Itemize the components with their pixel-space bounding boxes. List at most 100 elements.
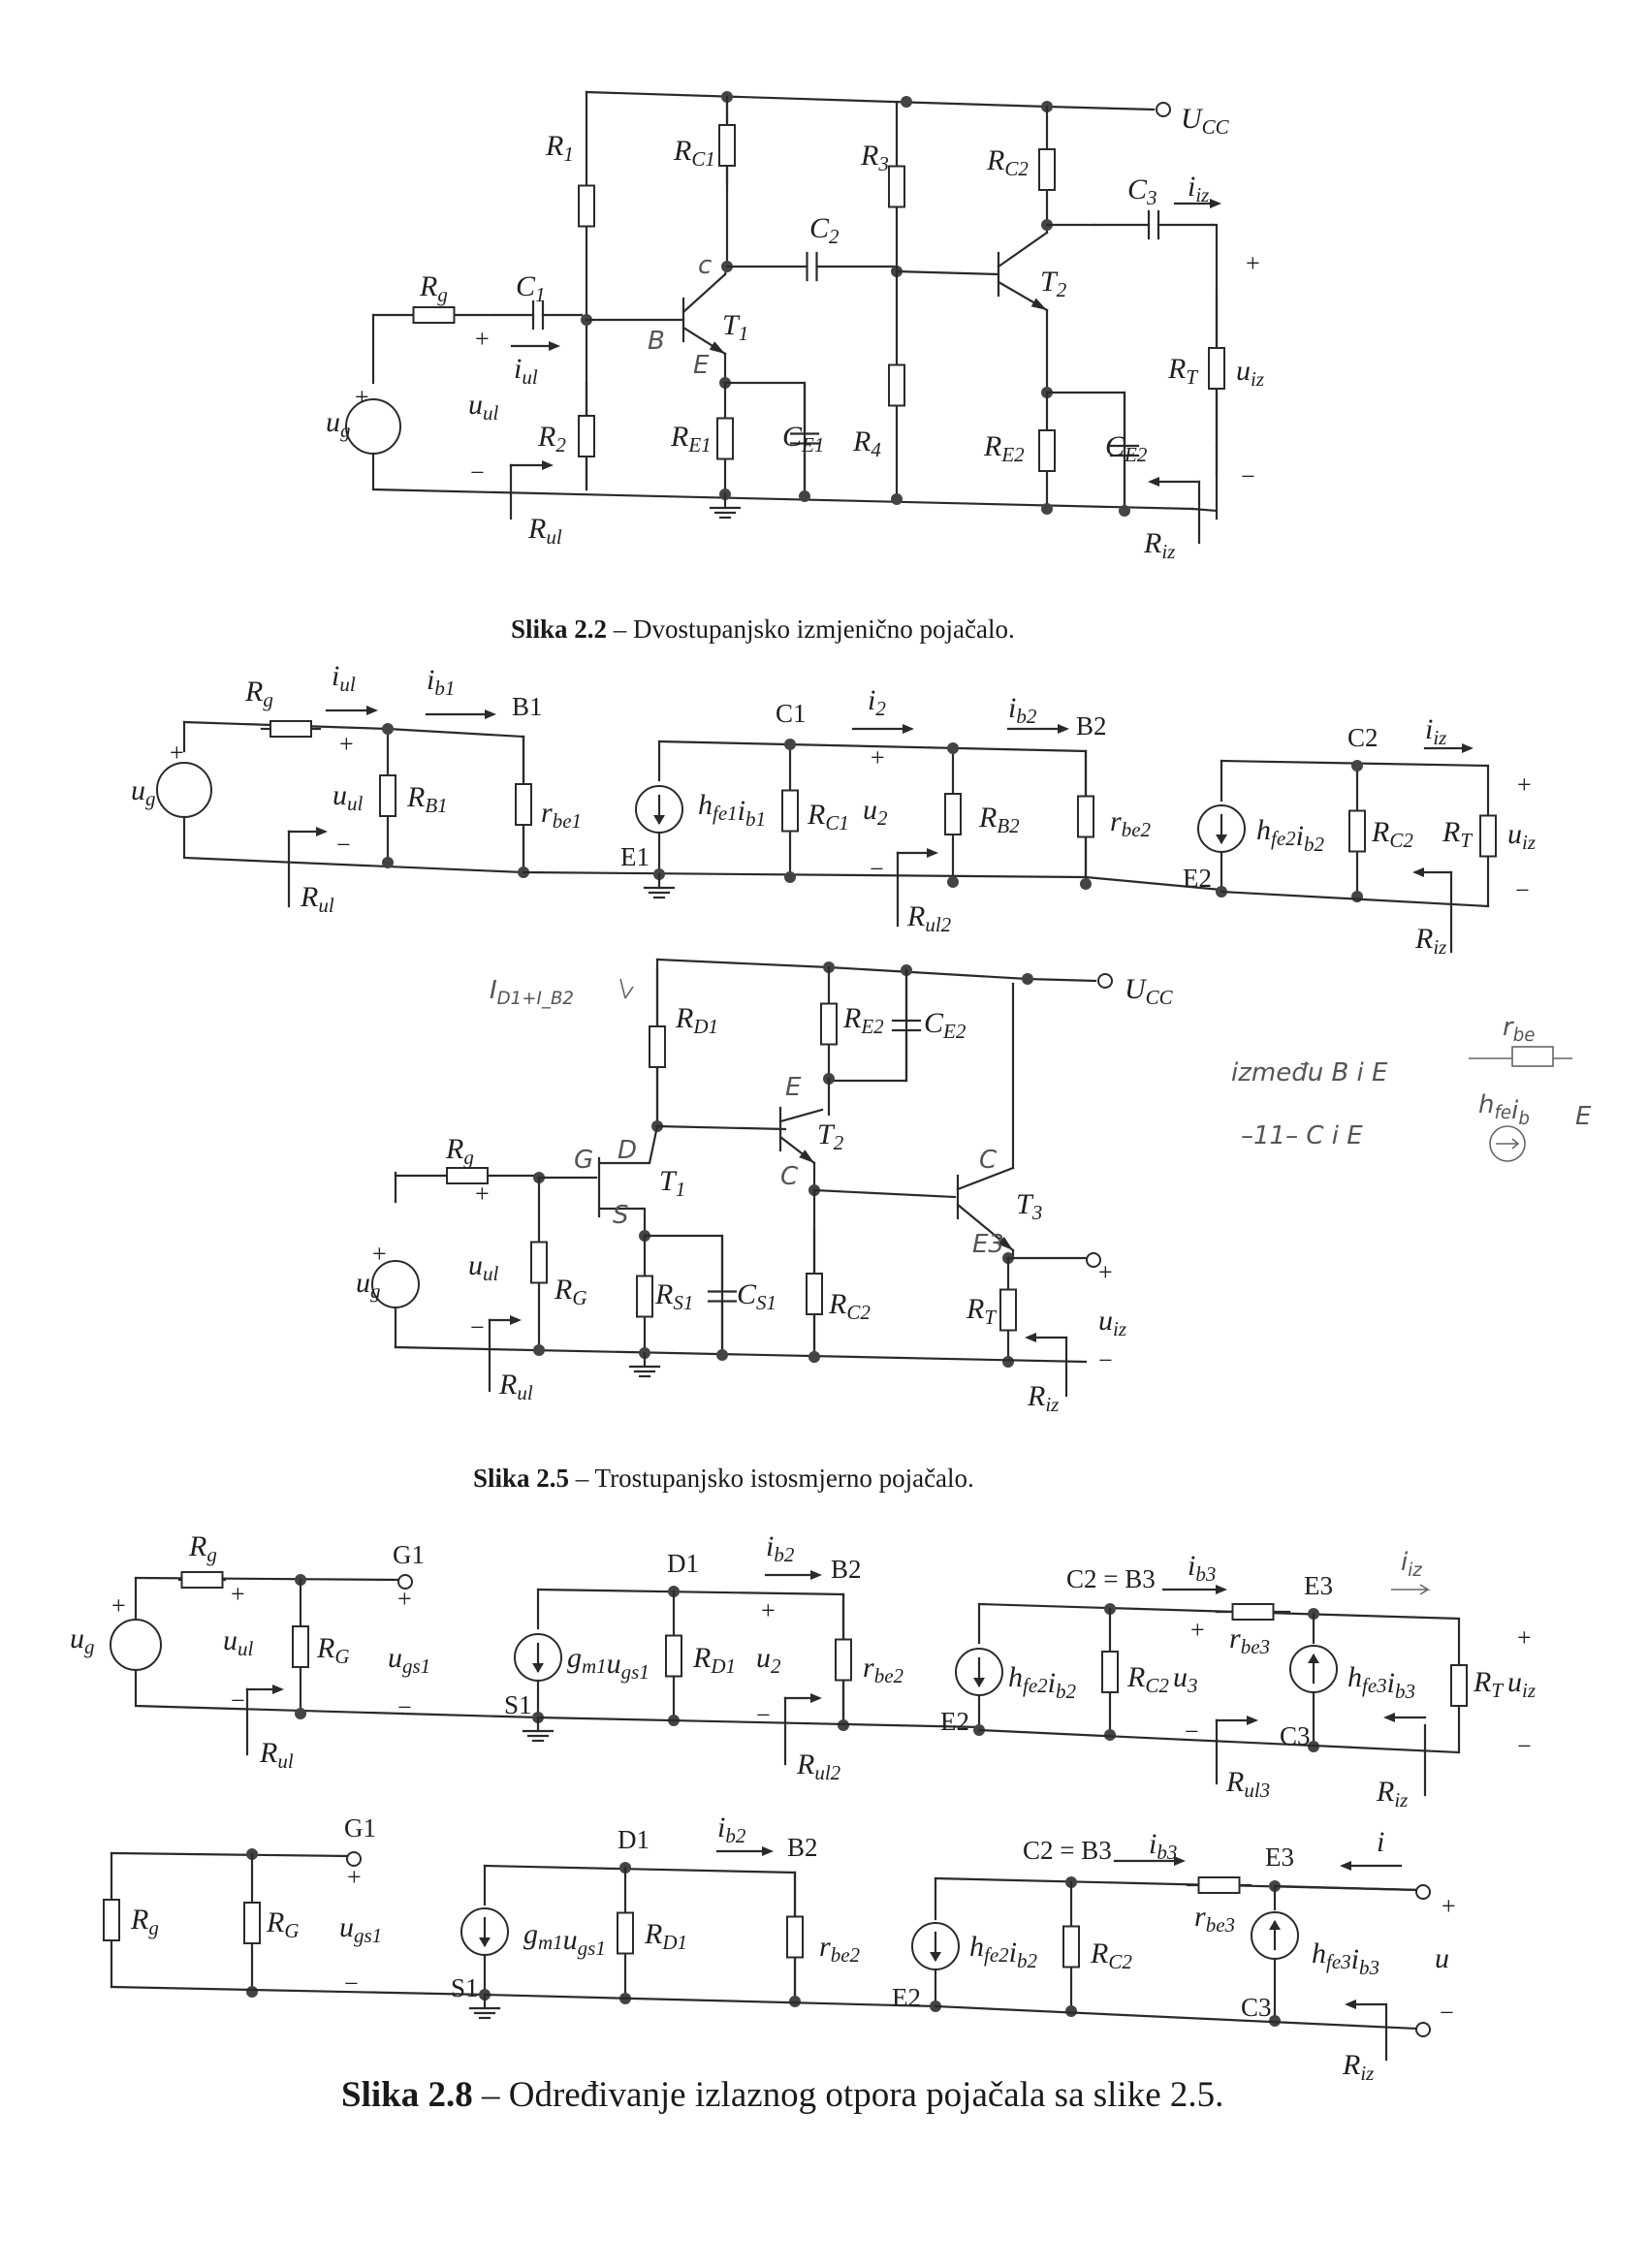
label-rG: RG <box>554 1274 587 1309</box>
minus-sign: − <box>1515 876 1530 904</box>
resistor-v <box>718 124 736 167</box>
label-rt: RT <box>1442 816 1473 852</box>
label-t3: T3 <box>1016 1188 1042 1224</box>
label-b2: B2 <box>787 1833 818 1862</box>
label-rg: Rg <box>188 1530 217 1566</box>
resistor-h <box>180 1571 224 1589</box>
hand-resistor <box>1511 1046 1554 1067</box>
plus-sign: + <box>1190 1616 1205 1644</box>
resistor-h <box>1197 1876 1241 1894</box>
plus-sign: + <box>231 1580 245 1608</box>
label-ug: ug <box>70 1622 95 1658</box>
resistor-v <box>649 1025 666 1068</box>
label-rc1: RC1 <box>807 799 849 835</box>
label-src1: gm1ugs1 <box>523 1918 606 1960</box>
label-re1: RE1 <box>670 421 712 457</box>
resistor-v <box>665 1634 682 1678</box>
label-rc2: RC2 <box>986 144 1029 180</box>
label-rg: Rg <box>419 270 448 306</box>
resistor-v <box>1038 429 1056 472</box>
terminal <box>1086 1252 1101 1268</box>
label-rul: Rul <box>498 1369 533 1404</box>
plus-sign: + <box>1517 771 1532 799</box>
label-c2b3: C2 = B3 <box>1066 1564 1156 1593</box>
label-t2: T2 <box>817 1118 844 1154</box>
label-hand_e: E <box>693 351 710 380</box>
minus-sign: − <box>1098 1346 1113 1374</box>
label-rbe3: rbe3 <box>1194 1901 1235 1937</box>
label-line2: –11– C i E <box>1241 1121 1363 1150</box>
hand-arrow <box>619 978 634 999</box>
label-e1: E1 <box>620 842 650 871</box>
label-uul: uul <box>468 389 499 425</box>
junction-dot <box>1002 1356 1014 1368</box>
junction-dot <box>246 1986 258 1998</box>
resistor-v <box>1208 347 1225 390</box>
label-uiz: uiz <box>1098 1305 1126 1340</box>
voltage-source <box>110 1619 162 1671</box>
resistor-v <box>578 184 595 228</box>
terminal <box>1415 1884 1431 1900</box>
resistor-v <box>379 774 396 817</box>
label-rb1: RB1 <box>406 781 448 817</box>
label-e3: E3 <box>1304 1571 1333 1600</box>
resistor-v <box>820 1002 838 1046</box>
minus-sign: − <box>231 1686 245 1715</box>
label-src: hfeib <box>1478 1090 1530 1129</box>
label-rc2: RC2 <box>1126 1661 1169 1697</box>
resistor-v <box>1062 1925 1080 1969</box>
junction-dot <box>1119 505 1130 517</box>
label-riz: Riz <box>1376 1776 1408 1811</box>
plus-sign: + <box>761 1596 776 1624</box>
label-hand_e3: E3 <box>972 1230 1004 1259</box>
label-uiz: uiz <box>1507 818 1536 854</box>
label-ib1: ib1 <box>427 664 455 700</box>
label-hand_c: c <box>698 251 712 280</box>
junction-dot <box>295 1708 306 1719</box>
terminal <box>346 1851 362 1867</box>
label-rbe: rbe <box>1503 1013 1535 1046</box>
junction-dot <box>382 857 394 868</box>
label-b2: B2 <box>1076 711 1107 740</box>
label-rc1: RC1 <box>673 135 715 171</box>
caption-fig-2-5: Slika 2.5 – Trostupanjsko istosmjerno po… <box>473 1464 974 1493</box>
label-src2: hfe2ib2 <box>1008 1661 1077 1703</box>
minus-sign: − <box>756 1701 771 1729</box>
label-b2: B2 <box>831 1555 862 1584</box>
junction-dot <box>1022 973 1033 985</box>
hand-current-source <box>1489 1125 1526 1162</box>
junction-dot <box>947 742 959 754</box>
label-u3: u3 <box>1173 1661 1198 1697</box>
resistor-v <box>103 1899 120 1941</box>
label-rt: RT <box>1167 353 1198 389</box>
resistor-v <box>1479 814 1497 858</box>
label-riz: Riz <box>1143 527 1175 563</box>
junction-dot <box>1351 891 1363 902</box>
minus-sign: − <box>1241 462 1255 490</box>
label-hand_c: C <box>780 1162 799 1191</box>
hand-arrow <box>1391 1584 1431 1595</box>
resistor-v <box>1348 809 1366 853</box>
terminal <box>397 1574 413 1590</box>
label-g1: G1 <box>393 1540 425 1569</box>
label-hand_c3: C <box>979 1146 998 1175</box>
label-i2: i2 <box>868 684 886 720</box>
label-u2: u2 <box>863 794 888 830</box>
label-iiz: iiz <box>1425 713 1446 749</box>
label-rbe2: rbe2 <box>819 1931 861 1967</box>
plus-sign: + <box>475 1180 490 1208</box>
terminal <box>1097 973 1113 989</box>
label-c3: C3 <box>1127 173 1157 209</box>
label-g1: G1 <box>344 1813 376 1843</box>
junction-dot <box>1269 2015 1281 2027</box>
label-src1: hfe1ib1 <box>698 789 766 831</box>
plus-sign: + <box>871 743 885 772</box>
label-b1: B1 <box>512 692 543 721</box>
label-rd1: RD1 <box>692 1642 736 1678</box>
label-ce1: CE1 <box>782 421 824 457</box>
resistor-h <box>412 306 456 324</box>
label-ib3: ib3 <box>1149 1828 1177 1864</box>
label-rt: RT <box>1473 1666 1504 1702</box>
